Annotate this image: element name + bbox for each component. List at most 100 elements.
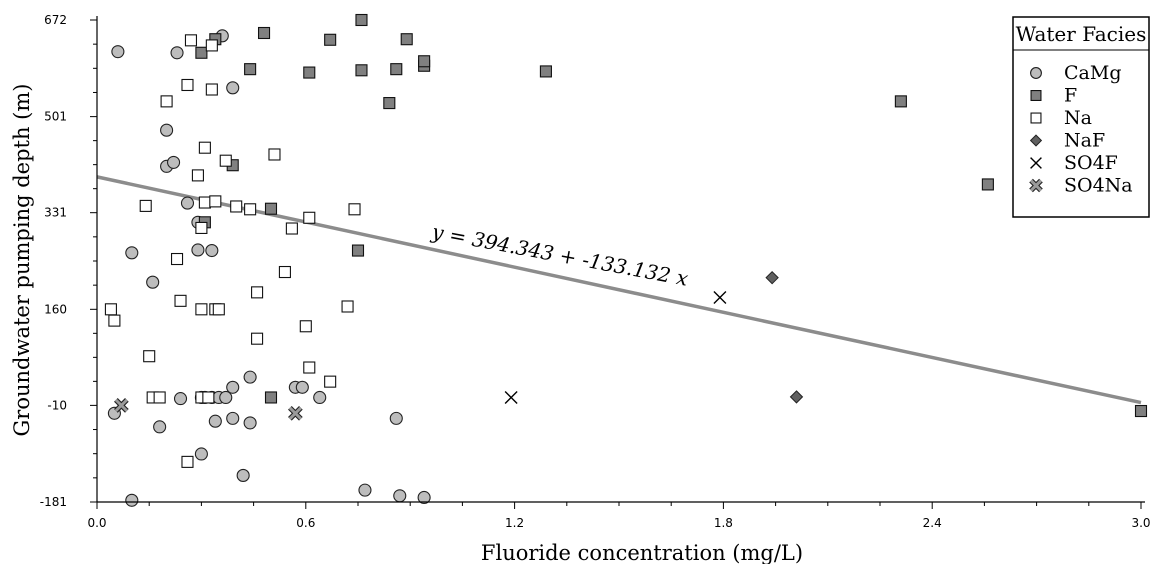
point-na — [195, 303, 208, 316]
point-camg — [313, 390, 327, 405]
point-na — [153, 391, 166, 404]
point-camg — [208, 414, 222, 428]
legend-title: Water Facies — [1016, 22, 1147, 46]
point-na — [212, 303, 225, 316]
point-f — [257, 26, 271, 40]
point-f — [324, 33, 337, 46]
point-naf — [765, 270, 779, 285]
point-na — [181, 455, 194, 468]
point-na — [143, 350, 156, 363]
legend-marker-f — [1030, 90, 1042, 102]
x-tick-label: 3.0 — [1131, 516, 1150, 530]
point-na — [230, 200, 243, 213]
point-na — [198, 196, 211, 209]
point-na — [251, 286, 264, 299]
point-so4na — [288, 405, 303, 421]
point-camg — [194, 447, 208, 461]
point-camg — [243, 416, 257, 430]
point-camg — [226, 411, 240, 425]
point-camg — [180, 196, 195, 210]
point-na — [299, 320, 312, 333]
y-tick-label: 501 — [44, 110, 67, 124]
point-na — [303, 211, 316, 224]
point-camg — [358, 483, 372, 497]
legend-label-so4f: SO4F — [1064, 152, 1118, 174]
point-na — [104, 303, 117, 316]
point-na — [219, 154, 232, 167]
point-na — [251, 332, 264, 345]
x-tick-label: 0.0 — [87, 516, 106, 530]
point-f — [264, 202, 278, 215]
point-na — [324, 375, 337, 388]
legend-label-naf: NaF — [1064, 130, 1105, 152]
legend-marker-camg — [1030, 67, 1042, 79]
point-so4f — [504, 390, 518, 404]
point-f — [390, 63, 403, 76]
point-na — [198, 141, 211, 154]
point-camg — [146, 275, 160, 289]
point-na — [205, 83, 218, 96]
point-na — [174, 294, 187, 307]
x-tick-label: 1.2 — [505, 516, 524, 530]
point-na — [244, 203, 257, 216]
point-na — [108, 314, 121, 327]
point-na — [170, 252, 184, 266]
point-f — [355, 13, 368, 27]
point-so4na — [114, 398, 129, 413]
x-axis-title: Fluoride concentration (mg/L) — [481, 541, 803, 564]
point-f — [351, 244, 365, 257]
point-f — [303, 66, 316, 79]
point-camg — [125, 493, 139, 507]
trendline-equation: y = 394.343 + -133.132 x — [429, 219, 690, 291]
point-na — [184, 34, 198, 47]
point-f — [244, 63, 257, 76]
legend-marker-so4na — [1029, 178, 1043, 193]
point-camg — [191, 243, 205, 257]
legend-label-na: Na — [1064, 107, 1092, 129]
y-axis-title: Groundwater pumping depth (m) — [10, 84, 34, 437]
point-camg — [295, 380, 309, 394]
y-tick-label: 160 — [44, 302, 67, 316]
point-na — [181, 78, 194, 92]
point-camg — [389, 411, 403, 425]
y-tick-label: 672 — [44, 13, 67, 27]
point-na — [303, 361, 316, 374]
point-na — [205, 39, 218, 52]
point-na — [209, 195, 222, 208]
x-tick-label: 2.4 — [923, 516, 942, 530]
y-tick-label: 331 — [44, 206, 67, 220]
axes: 0.0 0.6 1.2 1.8 2.4 3.0 672 501 331 160 -10 -181 — [40, 13, 1151, 530]
point-f — [195, 46, 208, 59]
point-camg — [236, 468, 250, 482]
x-tick-label: 1.8 — [714, 516, 733, 530]
point-na — [348, 203, 361, 216]
x-tick-label: 0.6 — [296, 516, 315, 530]
point-camg — [173, 392, 188, 406]
point-camg — [226, 81, 240, 95]
point-na — [278, 265, 291, 279]
legend-marker-na — [1030, 112, 1042, 124]
point-camg — [393, 489, 407, 503]
legend-marker-so4f — [1030, 157, 1042, 169]
point-camg — [167, 155, 181, 169]
point-camg — [153, 420, 167, 434]
point-camg — [125, 246, 139, 260]
legend-marker-naf — [1029, 134, 1043, 147]
point-f — [1134, 404, 1148, 418]
legend-label-camg: CaMg — [1064, 62, 1121, 84]
legend-label-f: F — [1064, 85, 1077, 107]
point-f — [418, 55, 431, 68]
point-camg — [219, 390, 233, 405]
point-f — [400, 33, 413, 46]
point-na — [195, 221, 208, 234]
point-na — [268, 148, 281, 161]
point-camg — [170, 46, 184, 60]
point-camg — [160, 123, 174, 137]
point-f — [383, 97, 396, 110]
point-f — [894, 95, 907, 108]
point-na — [341, 300, 354, 313]
point-camg — [243, 370, 257, 384]
